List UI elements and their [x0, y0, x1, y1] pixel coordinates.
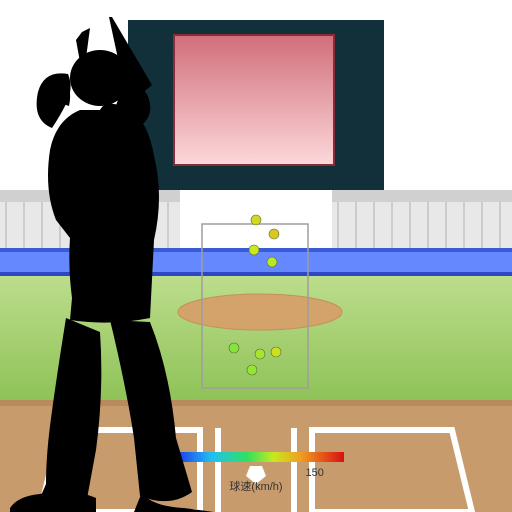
pitch-marker — [271, 347, 281, 357]
scoreboard-screen — [174, 35, 334, 165]
pitch-location-chart: 100150球速(km/h) — [0, 0, 512, 512]
colorbar-tick: 150 — [305, 467, 323, 479]
speed-colorbar — [168, 452, 344, 462]
pitch-marker — [229, 343, 239, 353]
pitch-marker — [247, 365, 257, 375]
pitch-marker — [249, 245, 259, 255]
pitch-marker — [269, 229, 279, 239]
pitch-marker — [267, 257, 277, 267]
pitch-marker — [255, 349, 265, 359]
colorbar-label: 球速(km/h) — [229, 479, 282, 493]
pitch-marker — [251, 215, 261, 225]
